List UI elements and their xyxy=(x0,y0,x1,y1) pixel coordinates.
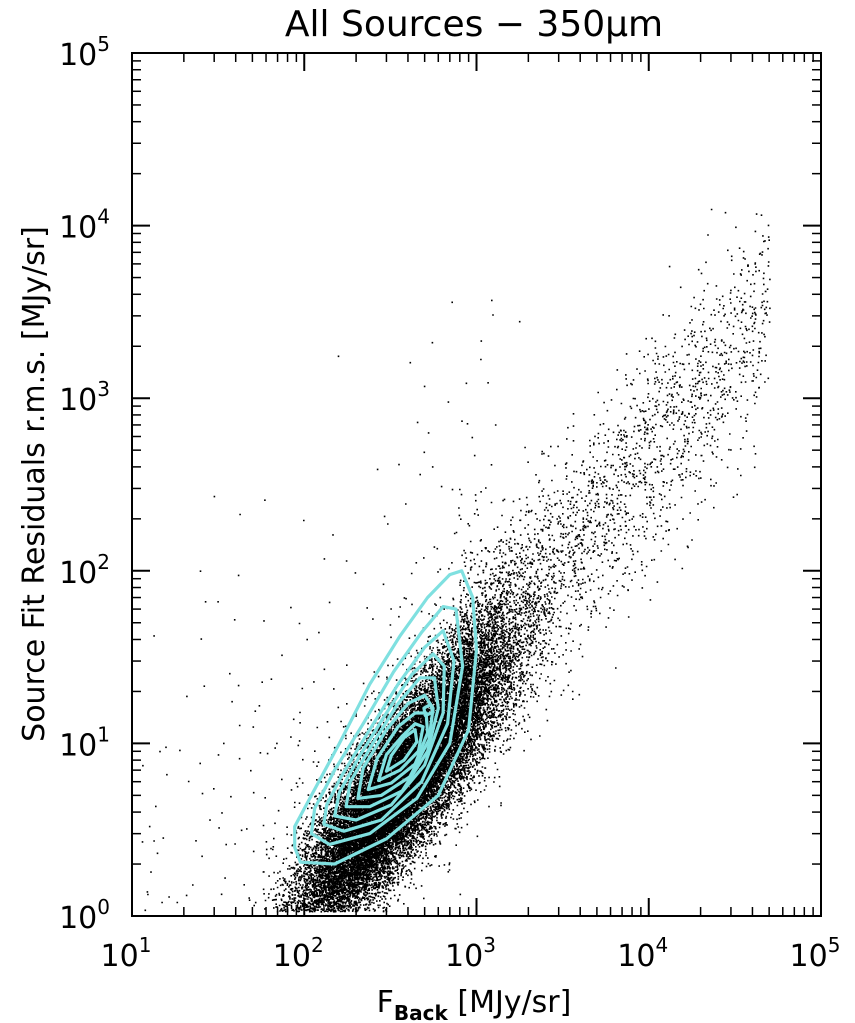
x-axis: 101 102 103 104 105 xyxy=(101,53,841,974)
y-tick-label: 101 xyxy=(59,722,110,763)
y-axis-label: Source Fit Residuals r.m.s. [MJy/sr] xyxy=(17,226,52,742)
y-tick-label: 105 xyxy=(59,32,110,73)
x-tick-label: 105 xyxy=(790,933,841,974)
contour-level-3 xyxy=(322,629,456,833)
contour-level-2 xyxy=(309,605,465,846)
contour-level-5 xyxy=(344,676,440,809)
density-contours xyxy=(293,569,479,866)
contour-level-4 xyxy=(333,652,446,822)
y-tick-label: 103 xyxy=(59,377,110,418)
contour-level-6 xyxy=(356,693,435,800)
y-tick-label: 100 xyxy=(59,895,110,936)
contour-level-1 xyxy=(293,569,479,866)
y-axis: 100 101 102 103 104 105 xyxy=(59,32,821,936)
chart-title: All Sources − 350μm xyxy=(285,4,663,45)
x-axis-label: FBack [MJy/sr] xyxy=(377,985,572,1023)
contour-level-9 xyxy=(384,728,419,773)
y-tick-label: 104 xyxy=(59,205,110,246)
scatter-point-cloud xyxy=(141,208,771,913)
contour-level-10 xyxy=(422,702,435,718)
x-tick-label: 101 xyxy=(101,933,152,974)
x-tick-label: 104 xyxy=(617,933,668,974)
x-tick-label: 103 xyxy=(445,933,496,974)
contour-level-8 xyxy=(377,722,425,783)
plot-frame xyxy=(131,52,822,917)
scatter-points xyxy=(141,208,771,913)
x-tick-label: 102 xyxy=(273,933,324,974)
y-tick-label: 102 xyxy=(59,550,110,591)
